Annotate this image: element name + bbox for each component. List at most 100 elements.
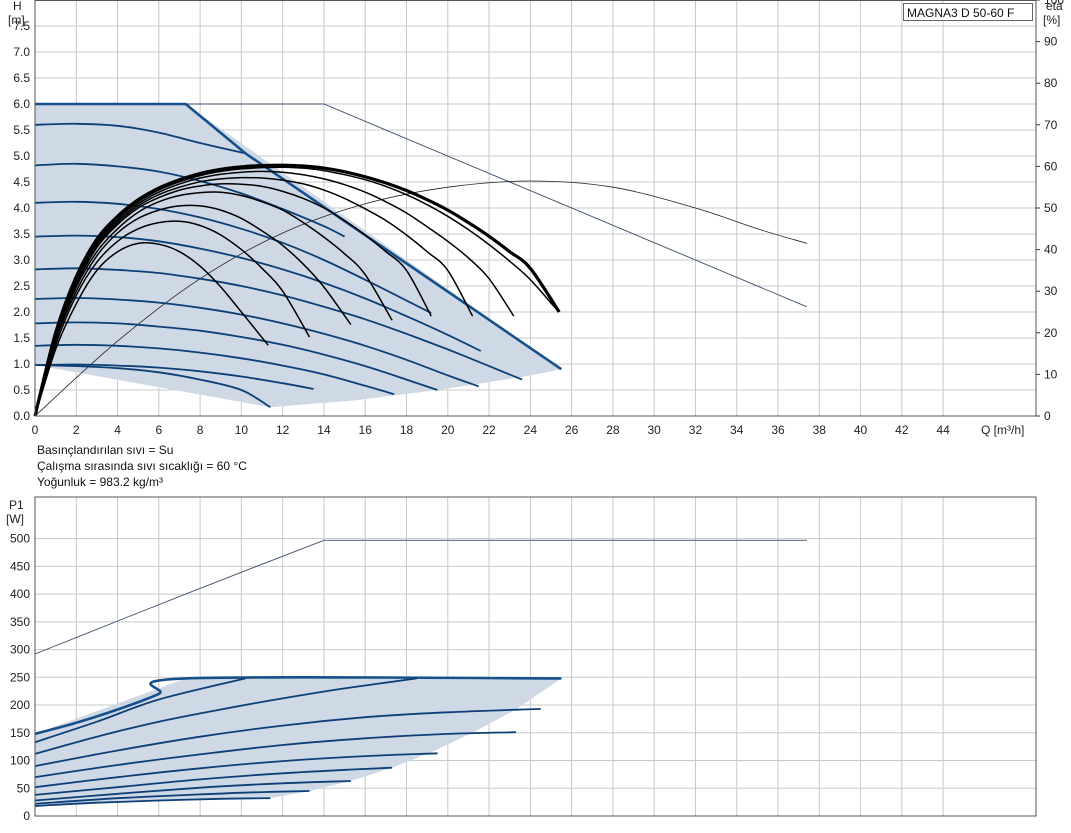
y-tick-label: 7.0 bbox=[13, 45, 30, 59]
bottom-tick-labels: 0 50 100 150 200 250 300 350 400 450 500 bbox=[10, 532, 30, 823]
y-tick-label: 5.5 bbox=[13, 123, 30, 137]
head-efficiency-chart: 0 2 4 6 8 10 12 14 16 18 20 22 24 26 28 30 32 34 36 38 40 42 4… bbox=[13, 0, 1064, 437]
max-head-curve bbox=[35, 102, 563, 371]
y-tick-label: 7.5 bbox=[13, 19, 30, 33]
head-curve bbox=[34, 162, 345, 238]
h-axis-label: H bbox=[13, 0, 22, 13]
power-curve bbox=[34, 708, 541, 767]
bottom-gridlines bbox=[34, 497, 1036, 817]
eta-curve bbox=[34, 191, 393, 417]
q-axis-label: Q [m³/h] bbox=[981, 423, 1024, 437]
eta-curve bbox=[34, 204, 352, 417]
x-tick-label: 28 bbox=[606, 423, 620, 437]
y-tick-label: 1.0 bbox=[13, 357, 30, 371]
y-tick-label: 3.5 bbox=[13, 227, 30, 241]
density-note: Yoğunluk = 983.2 kg/m³ bbox=[37, 475, 163, 489]
y-tick-label: 400 bbox=[10, 587, 30, 601]
x-tick-label: 42 bbox=[895, 423, 909, 437]
eta-axis-unit: [%] bbox=[1043, 13, 1060, 27]
y-tick-label: 2.0 bbox=[13, 305, 30, 319]
y-tick-label: 0.5 bbox=[13, 383, 30, 397]
y-tick-label: 350 bbox=[10, 615, 30, 629]
head-curve bbox=[34, 297, 480, 388]
y-tick-label: 6.0 bbox=[13, 97, 30, 111]
x-tick-label: 8 bbox=[197, 423, 204, 437]
top-operating-area bbox=[35, 104, 562, 408]
fluid-note: Basınçlandırılan sıvı = Su bbox=[37, 443, 174, 457]
y-tick-label: 50 bbox=[17, 781, 31, 795]
y-tick-label: 4.5 bbox=[13, 175, 30, 189]
x-tick-label: 14 bbox=[317, 423, 331, 437]
x-tick-label: 4 bbox=[114, 423, 121, 437]
operating-area bbox=[35, 104, 562, 408]
x-tick-label: 32 bbox=[689, 423, 703, 437]
y2-tick-label: 100 bbox=[1044, 0, 1064, 7]
y2-tick-label: 90 bbox=[1044, 35, 1058, 49]
bottom-plot-frame bbox=[34, 496, 1037, 817]
eta-curve bbox=[34, 183, 432, 417]
y2-tick-label: 50 bbox=[1044, 201, 1058, 215]
power-curve bbox=[34, 790, 310, 805]
top-gridlines bbox=[34, 0, 1036, 417]
power-curve bbox=[34, 752, 438, 789]
y-tick-label: 500 bbox=[10, 532, 30, 546]
x-tick-label: 2 bbox=[73, 423, 80, 437]
x-tick-label: 44 bbox=[936, 423, 950, 437]
eta-axis-label: eta bbox=[1046, 0, 1063, 13]
x-tick-label: 30 bbox=[647, 423, 661, 437]
power-chart: 0 50 100 150 200 250 300 350 400 450 500 bbox=[10, 496, 1037, 823]
x-tick-label: 6 bbox=[155, 423, 162, 437]
x-tick-label: 10 bbox=[235, 423, 249, 437]
x-tick-label: 16 bbox=[359, 423, 373, 437]
x-tick-label: 20 bbox=[441, 423, 455, 437]
y2-tick-label: 30 bbox=[1044, 284, 1058, 298]
y-tick-label: 150 bbox=[10, 726, 30, 740]
y2-tick-label: 20 bbox=[1044, 326, 1058, 340]
y2-tick-label: 10 bbox=[1044, 367, 1058, 381]
x-tick-label: 24 bbox=[524, 423, 538, 437]
x-tick-label: 22 bbox=[482, 423, 496, 437]
top-curves bbox=[33, 102, 808, 417]
bottom-curves bbox=[34, 539, 807, 807]
power-operating-area bbox=[35, 678, 562, 805]
p1-axis-label: P1 bbox=[9, 498, 24, 512]
h-axis-unit: [m] bbox=[8, 13, 25, 27]
x-tick-label: 26 bbox=[565, 423, 579, 437]
eta-curve bbox=[33, 163, 561, 417]
eta-curve bbox=[34, 241, 269, 417]
head-curve bbox=[34, 267, 523, 381]
head-curve bbox=[34, 364, 271, 408]
power-curve bbox=[34, 675, 562, 736]
y2-tick-label: 80 bbox=[1044, 76, 1058, 90]
y-tick-label: 4.0 bbox=[13, 201, 30, 215]
x-tick-label: 0 bbox=[32, 423, 39, 437]
top-plot-frame bbox=[34, 0, 1037, 417]
x-tick-label: 18 bbox=[400, 423, 414, 437]
y2-tick-label: 60 bbox=[1044, 159, 1058, 173]
x-tick-label: 36 bbox=[771, 423, 785, 437]
top-frame bbox=[34, 0, 1037, 417]
dual-eta-curve bbox=[34, 180, 808, 417]
power-curve bbox=[34, 780, 351, 802]
head-curve bbox=[34, 363, 314, 390]
y-tick-label: 450 bbox=[10, 559, 30, 573]
dual-pump-power-curve bbox=[34, 539, 807, 655]
top-tick-labels: 0 2 4 6 8 10 12 14 16 18 20 22 24 26 28 30 32 34 36 38 40 42 4… bbox=[13, 0, 1064, 437]
y-tick-label: 200 bbox=[10, 698, 30, 712]
y-tick-label: 1.5 bbox=[13, 331, 30, 345]
bottom-frame bbox=[34, 496, 1037, 817]
y-tick-label: 5.0 bbox=[13, 149, 30, 163]
x-tick-label: 12 bbox=[276, 423, 290, 437]
model-legend: MAGNA3 D 50-60 F bbox=[903, 3, 1033, 21]
p1-axis-unit: [W] bbox=[6, 512, 24, 526]
temperature-note: Çalışma sırasında sıvı sıcaklığı = 60 °C bbox=[37, 459, 247, 473]
x-tick-label: 40 bbox=[854, 423, 868, 437]
power-curve bbox=[34, 731, 516, 779]
power-curve bbox=[34, 797, 271, 807]
y-tick-label: 2.5 bbox=[13, 279, 30, 293]
y-tick-label: 250 bbox=[10, 670, 30, 684]
eta-curve bbox=[34, 170, 515, 417]
y-tick-label: 0 bbox=[23, 809, 30, 823]
y2-tick-label: 40 bbox=[1044, 243, 1058, 257]
